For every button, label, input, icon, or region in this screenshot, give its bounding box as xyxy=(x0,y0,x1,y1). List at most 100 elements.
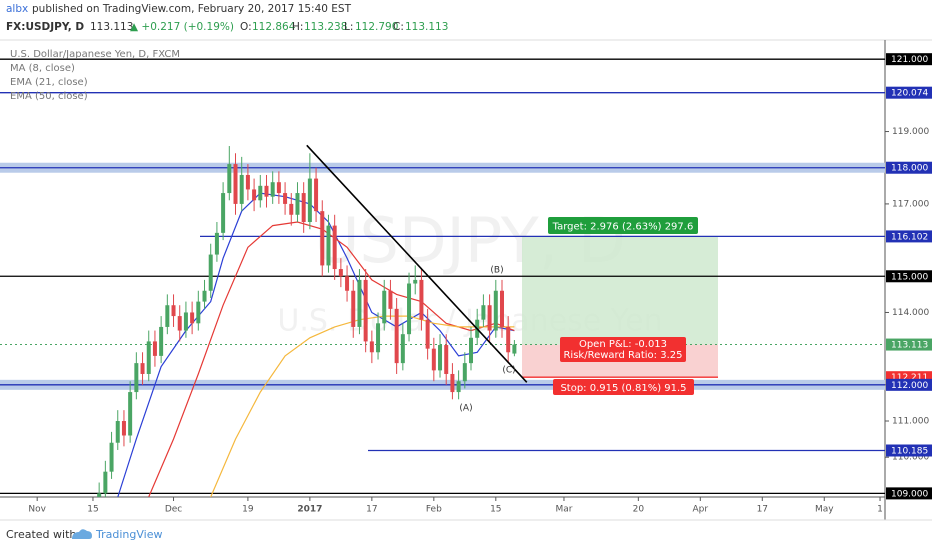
candle-body xyxy=(270,182,275,197)
price-label-box xyxy=(886,378,932,391)
candle-body xyxy=(382,290,387,324)
x-tick-label: 15 xyxy=(87,505,98,515)
x-tick-label: 15 xyxy=(490,505,501,515)
ohlc-item: 112.790 xyxy=(355,21,398,33)
candle-body xyxy=(264,185,269,197)
y-tick-label: 110.000 xyxy=(892,453,929,463)
candle-body xyxy=(363,279,368,342)
x-tick-label: May xyxy=(815,505,834,515)
candle-body xyxy=(506,326,511,353)
candle-body xyxy=(307,178,312,223)
candle-body xyxy=(196,301,201,324)
footer-brand[interactable]: TradingView xyxy=(95,528,162,541)
candle-body xyxy=(140,363,145,374)
ohlc-item: 113.238 xyxy=(304,21,347,33)
candle-body xyxy=(320,211,325,266)
candle-body xyxy=(159,326,164,356)
candle-body xyxy=(165,305,170,327)
candle-body xyxy=(338,269,343,277)
x-tick-label: Mar xyxy=(555,505,572,515)
legend-entry: MA (8, close) xyxy=(10,63,75,74)
annotation: (B) xyxy=(490,266,503,276)
candle-body xyxy=(121,421,126,436)
x-tick-label: Nov xyxy=(28,505,46,515)
ma-line xyxy=(117,192,515,497)
logo xyxy=(72,529,92,539)
candle-body xyxy=(208,254,213,291)
candle-body xyxy=(462,363,467,382)
candle-body xyxy=(283,193,288,204)
y-tick-label: 119.000 xyxy=(892,127,929,137)
chart-title: U.S. Dollar/Japanese Yen, D, FXCM xyxy=(10,49,180,60)
price-label: 112.000 xyxy=(891,381,928,391)
candle-body xyxy=(190,312,195,324)
annotation: (C) xyxy=(502,366,515,376)
candle-body xyxy=(221,193,226,233)
x-tick-label: 17 xyxy=(366,505,377,515)
price-label: 110.185 xyxy=(891,447,928,457)
candle-body xyxy=(295,193,300,215)
candle-body xyxy=(469,337,474,364)
y-tick-label: 111.000 xyxy=(892,417,929,427)
price-label-box xyxy=(886,230,932,243)
candle-body xyxy=(481,305,486,320)
price-label: 113.113 xyxy=(891,341,928,351)
candle-body xyxy=(456,381,461,393)
stop-label: Stop: 0.915 (0.81%) 91.5 xyxy=(560,383,686,394)
pnl-label: Open P&L: -0.013 xyxy=(579,339,667,350)
candle-body xyxy=(227,164,232,194)
x-tick-label: Apr xyxy=(693,505,709,515)
candle-body xyxy=(171,305,176,317)
x-tick-label: 1 xyxy=(877,505,883,515)
target-label: Target: 2.976 (2.63%) 297.6 xyxy=(552,222,694,233)
candle-body xyxy=(289,203,294,215)
ohlc-item: O: xyxy=(240,21,252,33)
price-label-box xyxy=(886,86,932,99)
candle-body xyxy=(450,373,455,393)
candle-body xyxy=(332,225,337,270)
x-tick-label: 19 xyxy=(242,505,254,515)
candle-body xyxy=(388,290,393,309)
candle-body xyxy=(438,345,443,371)
candle-body xyxy=(357,279,362,327)
candle-body xyxy=(400,334,405,364)
legend-entry: EMA (50, close) xyxy=(10,91,88,102)
price-label-box xyxy=(886,53,932,66)
candle-body xyxy=(425,319,430,349)
price-label-box xyxy=(886,338,932,351)
price-label: 115.000 xyxy=(891,272,928,282)
candle-body xyxy=(345,276,350,291)
ohlc-item: 113.113 xyxy=(405,21,448,33)
price: 113.113 xyxy=(90,21,133,33)
candle-body xyxy=(258,185,263,201)
price-label-box xyxy=(886,444,932,457)
candle-body xyxy=(493,290,498,331)
candle-body xyxy=(97,493,102,497)
symbol: FX:USDJPY, D xyxy=(6,21,84,33)
candle-body xyxy=(128,392,133,436)
ohlc-item: C: xyxy=(393,21,404,33)
price-label: 120.074 xyxy=(891,89,928,99)
change: ▲ +0.217 (+0.19%) xyxy=(130,21,234,33)
candle-body xyxy=(413,279,418,284)
pnl-box xyxy=(560,337,686,362)
candle-body xyxy=(214,232,219,255)
price-label: 109.000 xyxy=(891,489,928,499)
footer-created: Created with xyxy=(6,528,76,541)
price-label-box xyxy=(886,487,932,500)
plot-area: USDJPY, DU.S. Dollar / Japanese Yen xyxy=(0,58,885,497)
rr-label: Risk/Reward Ratio: 3.25 xyxy=(563,350,682,361)
author[interactable]: albx xyxy=(6,3,28,15)
candle-body xyxy=(202,290,207,302)
x-tick-label: Dec xyxy=(165,505,182,515)
price-label-box xyxy=(886,161,932,174)
stop-label-box xyxy=(553,379,694,395)
candle-body xyxy=(134,363,139,393)
price-label-box xyxy=(886,270,932,283)
x-tick-label: Feb xyxy=(426,505,442,515)
candle-body xyxy=(487,305,492,331)
candle-body xyxy=(407,283,412,335)
candle-body xyxy=(301,193,306,223)
